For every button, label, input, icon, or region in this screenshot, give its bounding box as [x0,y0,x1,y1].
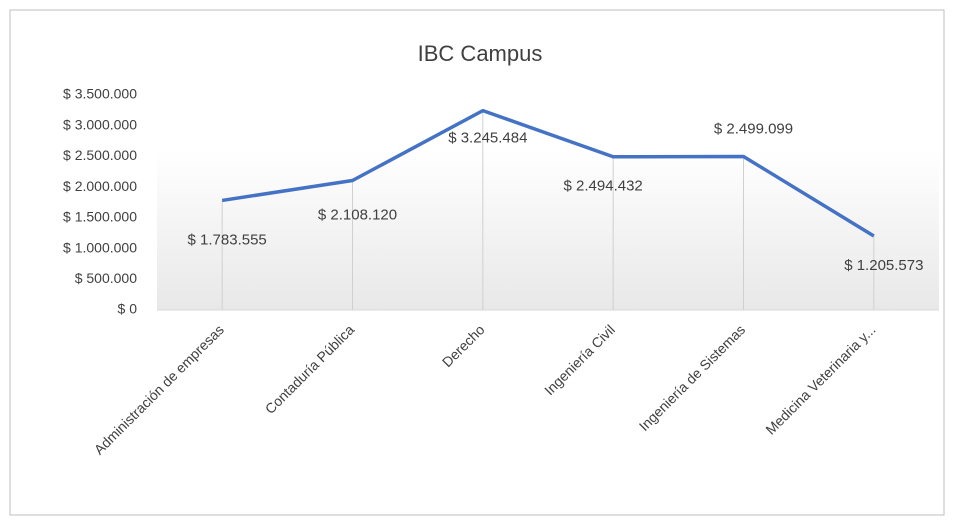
data-label: $ 2.499.099 [714,120,793,137]
line-series [221,108,875,238]
plot-background [157,150,939,310]
y-tick-label: $ 1.500.000 [63,209,137,225]
data-label: $ 2.494.432 [564,178,643,195]
y-tick-label: $ 500.000 [75,270,137,286]
y-tick-label: $ 2.500.000 [63,147,137,163]
data-label: $ 3.245.484 [448,130,527,147]
data-label: $ 1.205.573 [844,257,923,274]
y-tick-label: $ 3.000.000 [63,116,137,132]
y-tick-label: $ 1.000.000 [63,239,137,255]
chart-title: IBC Campus [418,41,543,66]
y-tick-label: $ 3.500.000 [63,86,137,102]
y-tick-label: $ 0 [118,301,138,317]
y-tick-label: $ 2.000.000 [63,178,137,194]
data-label: $ 1.783.555 [188,231,267,248]
data-label: $ 2.108.120 [318,206,397,223]
